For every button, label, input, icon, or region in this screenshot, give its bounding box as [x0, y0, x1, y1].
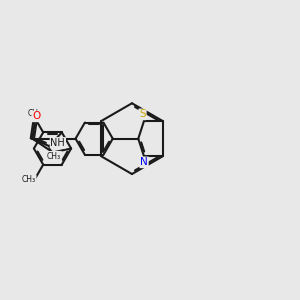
Text: O: O: [32, 111, 40, 121]
Text: O: O: [49, 153, 57, 163]
Text: NH: NH: [50, 138, 65, 148]
Text: S: S: [139, 110, 146, 119]
Text: CH₃: CH₃: [28, 109, 42, 118]
Text: CH₃: CH₃: [22, 175, 36, 184]
Text: N: N: [140, 157, 148, 167]
Text: CH₃: CH₃: [47, 152, 61, 160]
